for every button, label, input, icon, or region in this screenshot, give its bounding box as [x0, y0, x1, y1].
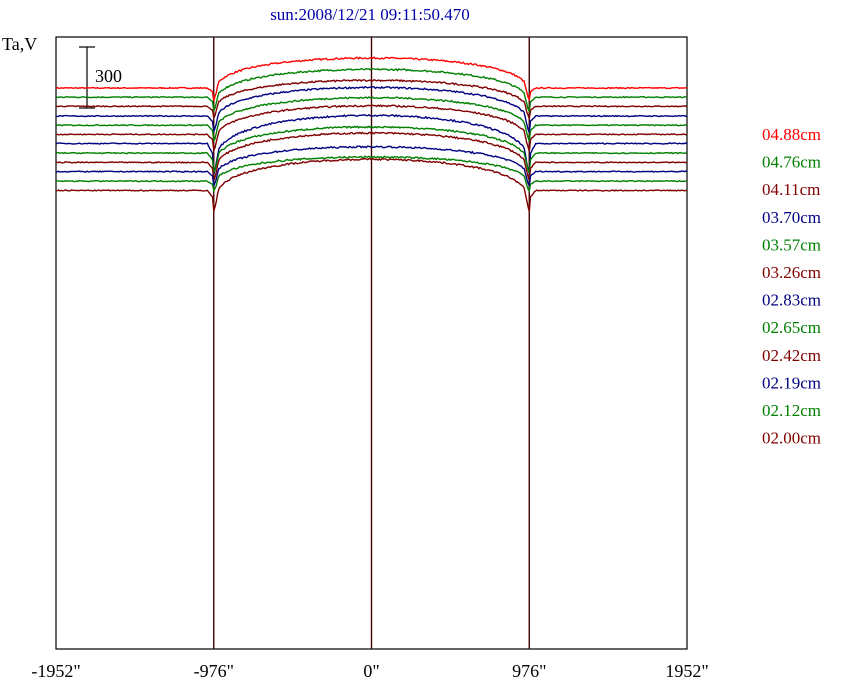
legend-entry-02.00cm: 02.00cm: [762, 429, 821, 448]
limb-markers: [213, 37, 530, 649]
scale-bar-label: 300: [95, 66, 122, 86]
legend-entry-02.83cm: 02.83cm: [762, 291, 821, 310]
legend-entry-04.88cm: 04.88cm: [762, 125, 821, 144]
y-axis-label: Ta,V: [2, 34, 37, 54]
series-line-02.19cm: [55, 145, 688, 190]
series-line-02.83cm: [55, 113, 688, 175]
x-tick-labels: -1952" -976" 0" 976" 1952": [31, 661, 708, 681]
x-tick-label-4: 1952": [665, 661, 708, 681]
series-line-04.11cm: [55, 78, 688, 121]
x-tick-label-0: -1952": [31, 661, 80, 681]
scale-bar: 300: [79, 46, 122, 109]
series-line-02.42cm: [55, 131, 688, 181]
legend-entry-04.11cm: 04.11cm: [762, 180, 820, 199]
x-tick-label-2: 0": [363, 661, 379, 681]
legend-entry-04.76cm: 04.76cm: [762, 153, 821, 172]
series-line-02.65cm: [55, 125, 688, 176]
legend-entry-03.26cm: 03.26cm: [762, 263, 821, 282]
legend-entry-02.65cm: 02.65cm: [762, 318, 821, 337]
x-tick-label-3: 976": [512, 661, 546, 681]
chart-title: sun:2008/12/21 09:11:50.470: [270, 5, 470, 24]
legend: 04.88cm 04.76cm 04.11cm 03.70cm 03.57cm 03.26…: [762, 125, 821, 448]
series-line-02.00cm: [55, 157, 688, 212]
series-layer: [55, 56, 688, 212]
series-line-03.57cm: [55, 95, 688, 144]
legend-entry-02.42cm: 02.42cm: [762, 346, 821, 365]
x-tick-label-1: -976": [194, 661, 234, 681]
series-line-03.26cm: [55, 104, 688, 153]
series-line-03.70cm: [55, 85, 688, 134]
series-line-02.12cm: [55, 155, 687, 193]
legend-entry-02.19cm: 02.19cm: [762, 373, 821, 392]
legend-entry-03.70cm: 03.70cm: [762, 208, 821, 227]
series-line-04.76cm: [55, 67, 688, 114]
series-line-04.88cm: [55, 56, 688, 102]
legend-entry-02.12cm: 02.12cm: [762, 401, 821, 420]
legend-entry-03.57cm: 03.57cm: [762, 235, 821, 254]
